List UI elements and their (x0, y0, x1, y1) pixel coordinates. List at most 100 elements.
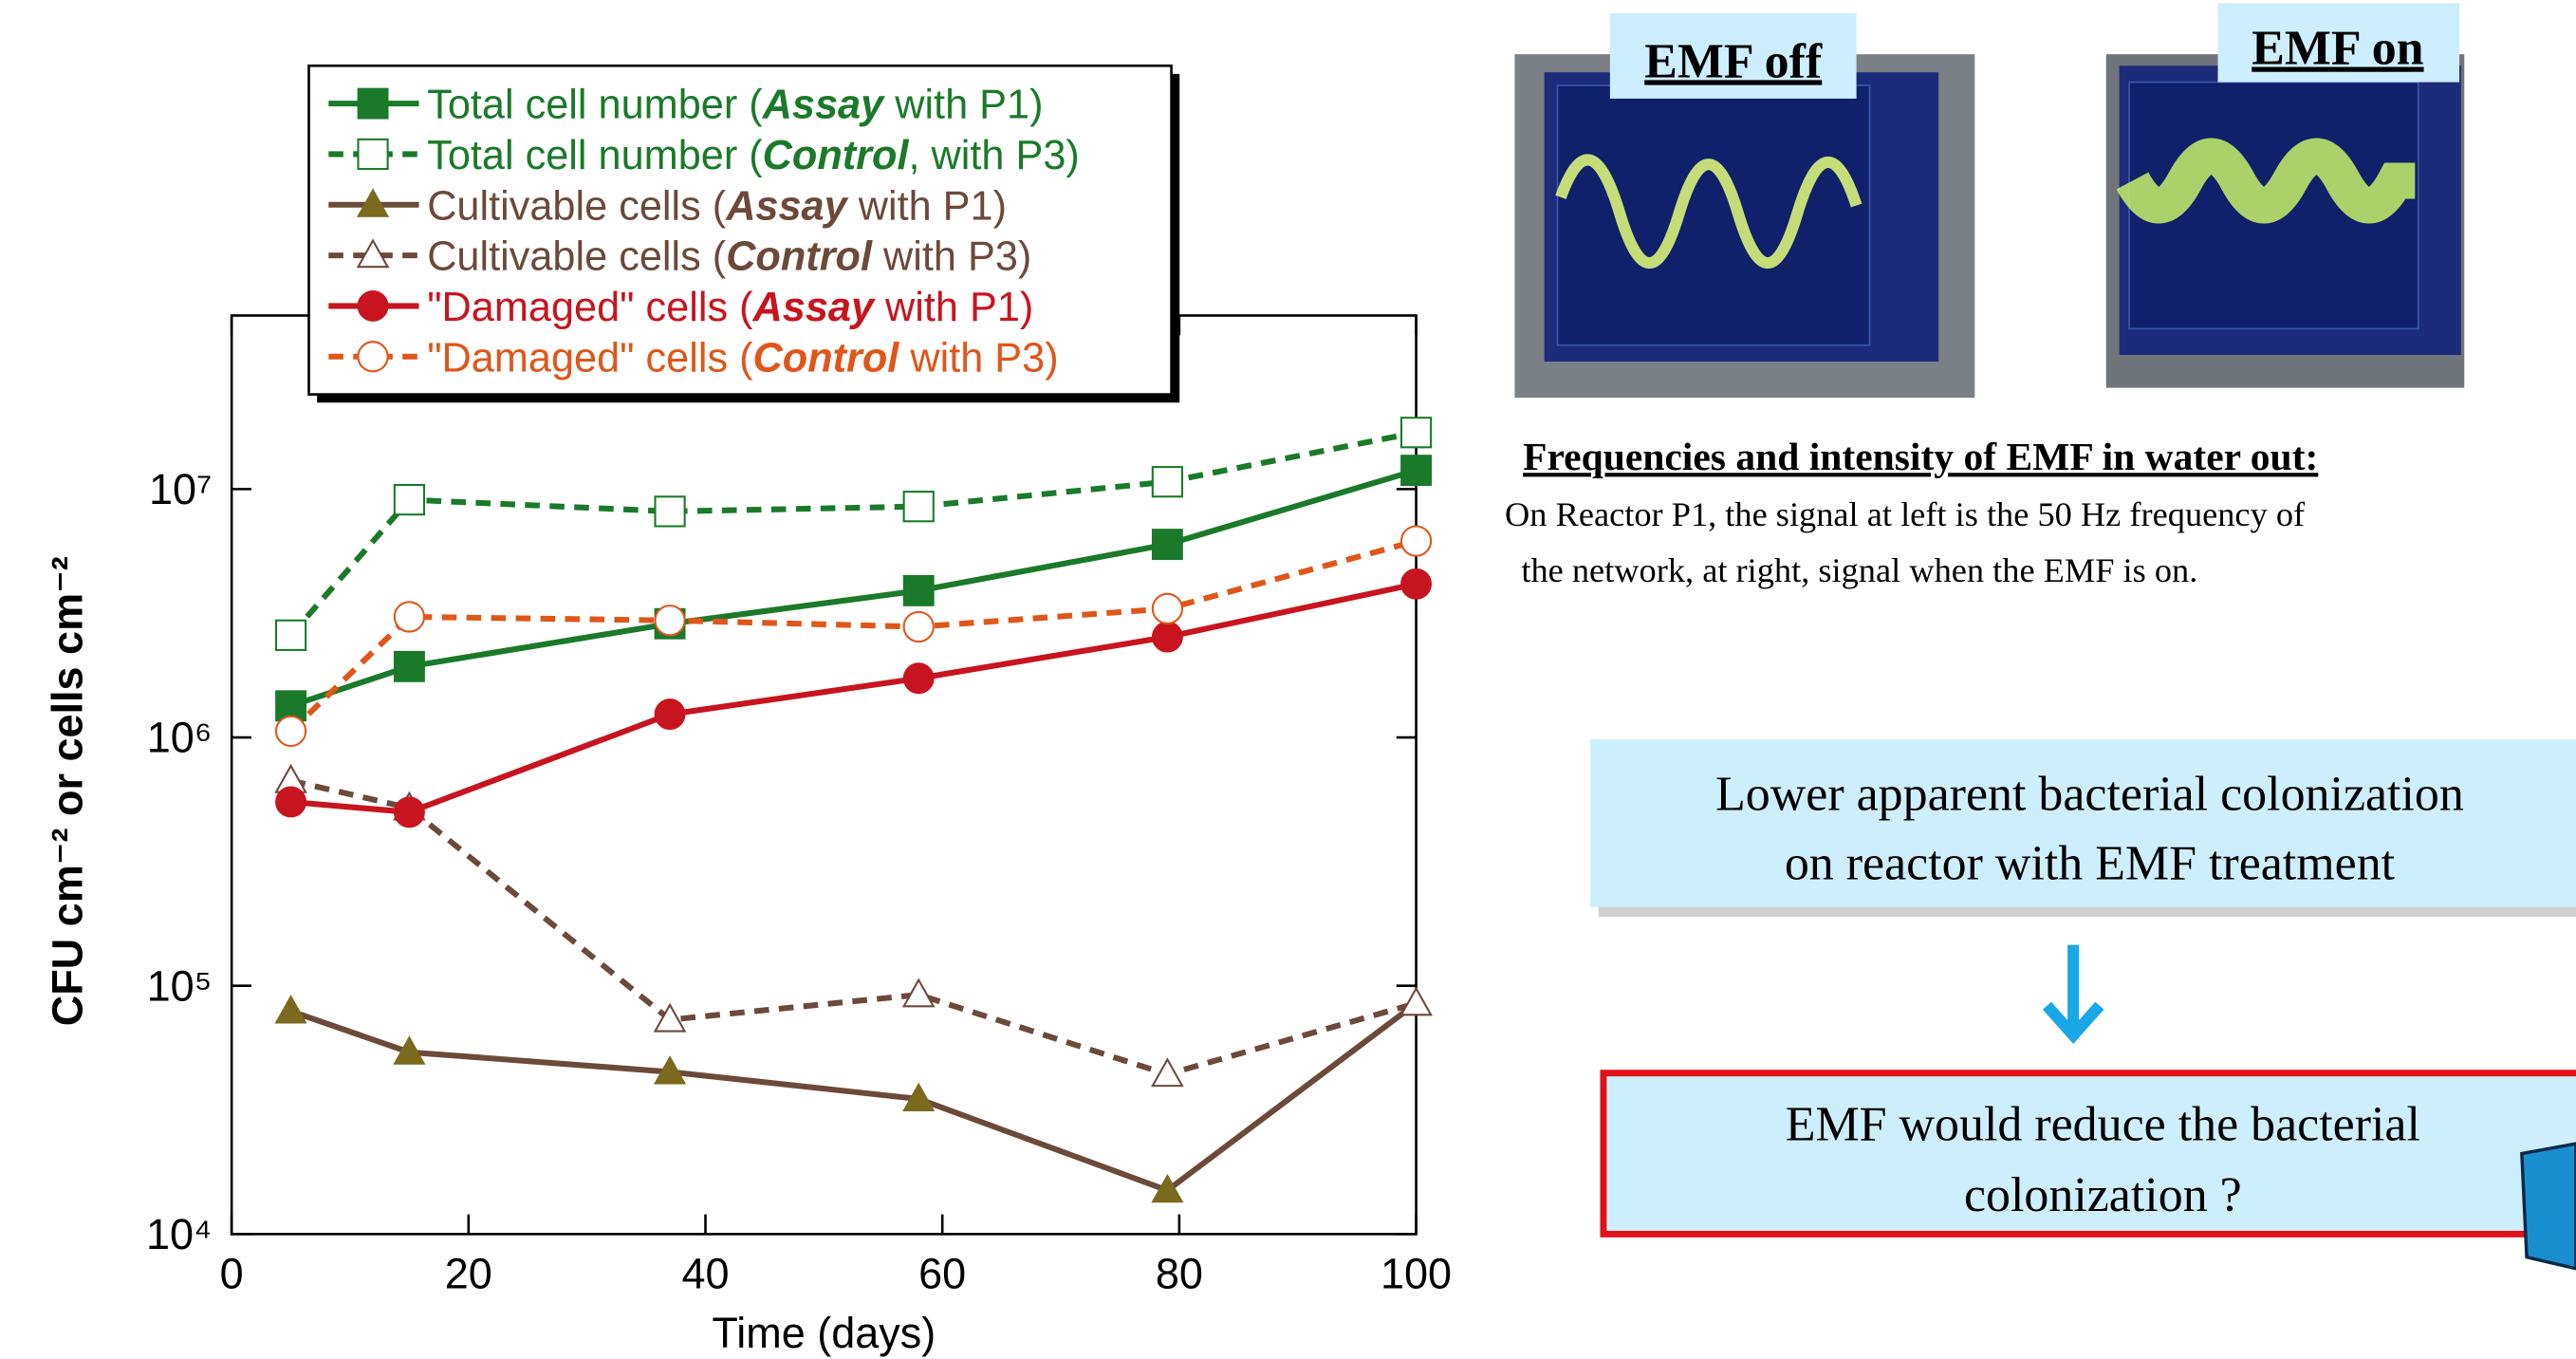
legend-label-part: Assay (752, 285, 876, 330)
marker (902, 662, 935, 695)
marker (356, 188, 390, 217)
x-tick-label: 40 (681, 1250, 729, 1298)
marker (393, 796, 425, 828)
marker (274, 715, 307, 748)
marker (1400, 455, 1433, 487)
heading: Frequencies and intensity of EMF in wate… (1523, 435, 2318, 478)
y-axis-label: CFU cm⁻² or cells cm⁻² (44, 556, 92, 1026)
x-tick-label: 100 (1381, 1250, 1452, 1298)
legend-label-part: with P1) (883, 83, 1043, 128)
x-tick-label: 60 (918, 1250, 966, 1298)
legend-label-part: Total cell number ( (427, 133, 763, 178)
marker (274, 995, 307, 1024)
marker (654, 605, 686, 637)
legend-label: "Damaged" cells (Control with P3) (427, 335, 1058, 381)
question-text: colonization ? (1964, 1168, 2242, 1222)
legend-label-part: Control (763, 133, 910, 178)
series-line (289, 777, 1418, 1078)
marker (274, 619, 307, 651)
legend-label-part: with P3) (872, 234, 1031, 280)
conclusion-text: on reactor with EMF treatment (1785, 836, 2396, 890)
legend-label-part: "Damaged" cells ( (427, 285, 753, 330)
marker (902, 574, 935, 606)
y-tick-label: 10⁴ (146, 1210, 212, 1258)
x-axis-label: Time (days) (712, 1309, 936, 1357)
marker (393, 1035, 426, 1065)
series-line (288, 429, 1418, 638)
photo-emf-on (2105, 3, 2465, 388)
marker (1151, 466, 1184, 498)
series-line (288, 538, 1418, 734)
marker (357, 138, 389, 171)
legend-label: Cultivable cells (Assay with P1) (427, 183, 1007, 229)
marker (1151, 529, 1183, 561)
legend-label-part: Control (753, 335, 900, 381)
marker (357, 87, 389, 120)
photo-label: EMF off (1644, 34, 1823, 88)
marker (393, 483, 426, 516)
marker (902, 491, 935, 523)
marker (901, 977, 936, 1008)
marker (1399, 417, 1433, 449)
series-line (289, 1000, 1418, 1194)
y-tick-label: 10⁷ (149, 465, 212, 513)
legend-label-part: "Damaged" cells ( (427, 335, 753, 381)
marker (357, 341, 389, 373)
marker (654, 698, 686, 731)
legend-label: Total cell number (Control, with P3) (427, 133, 1080, 178)
photo-emf-off (1514, 12, 1975, 399)
body-text: the network, at right, signal when the E… (1521, 551, 2197, 589)
marker (1151, 1057, 1184, 1088)
y-tick-label: 10⁵ (147, 961, 213, 1010)
legend-label: "Damaged" cells (Assay with P1) (427, 285, 1033, 330)
marker (653, 1002, 687, 1033)
conclusion-box (1590, 739, 2576, 918)
marker (902, 610, 935, 643)
photo-label: EMF on (2252, 22, 2423, 76)
legend-label: Total cell number (Assay with P1) (427, 83, 1043, 128)
legend-label-part: Assay (762, 83, 885, 128)
legend: Total cell number (Assay with P1)Total c… (307, 64, 1180, 403)
legend-label-part: Cultivable cells ( (427, 183, 727, 229)
legend-label-part: Total cell number ( (427, 83, 763, 128)
marker (356, 238, 390, 269)
legend-label-part: with P1) (874, 285, 1033, 330)
marker (393, 601, 426, 633)
x-tick-label: 80 (1156, 1250, 1203, 1298)
plot-frame (230, 314, 1418, 1236)
legend-label-part: Control (726, 234, 873, 280)
legend-label-part: with P3) (899, 335, 1058, 381)
y-tick-label: 10⁶ (147, 714, 213, 762)
marker (1400, 568, 1433, 600)
down-arrow (2042, 944, 2104, 1044)
marker (1151, 621, 1183, 653)
marker (275, 786, 307, 818)
marker (357, 289, 389, 322)
x-tick-label: 0 (220, 1250, 244, 1298)
legend-box (307, 64, 1173, 396)
legend-label-part: Cultivable cells ( (427, 234, 727, 280)
series-line (290, 581, 1418, 815)
x-tick-label: 20 (445, 1250, 492, 1298)
question-text: EMF would reduce the bacterial (1786, 1098, 2420, 1152)
legend-label-part: , with P3) (908, 133, 1079, 178)
question-box (1600, 1070, 2576, 1271)
series-line (289, 467, 1418, 709)
marker (902, 1082, 936, 1112)
legend-label-part: with P1) (847, 183, 1007, 229)
marker (653, 1055, 687, 1085)
legend-label: Cultivable cells (Control with P3) (427, 234, 1031, 280)
conclusion-text: Lower apparent bacterial colonization (1715, 768, 2464, 822)
marker (393, 650, 425, 682)
marker (1399, 986, 1433, 1016)
marker (654, 495, 686, 528)
marker (1151, 592, 1184, 624)
marker (1151, 1173, 1184, 1203)
marker (1399, 525, 1433, 557)
chart: 10⁴ 10⁵ 10⁶ 10⁷ 0 20 40 60 80 100 Time (days) CFU c… (44, 64, 1452, 1357)
legend-label-part: Assay (725, 183, 848, 229)
body-text: On Reactor P1, the signal at left is the… (1505, 495, 2306, 533)
